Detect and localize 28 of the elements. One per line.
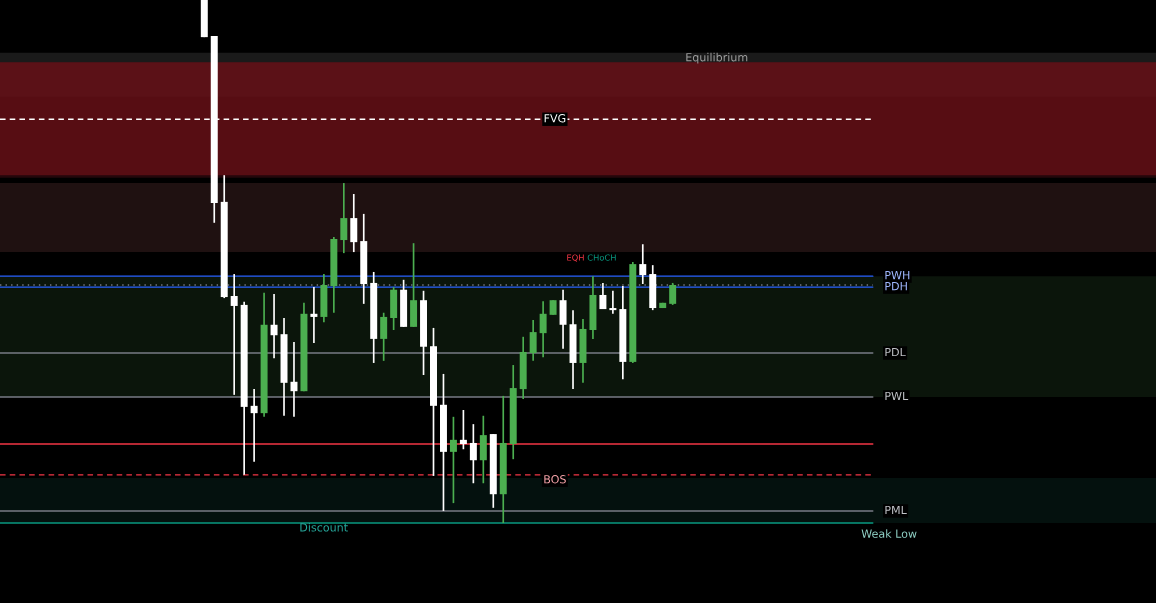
candlestick xyxy=(469,423,477,485)
candlestick xyxy=(449,415,457,504)
ref-line-label: PWH xyxy=(885,271,910,280)
candlestick xyxy=(669,282,677,306)
annotation: CHoCH xyxy=(587,254,616,261)
candlestick xyxy=(609,289,617,315)
candlestick xyxy=(529,319,537,362)
candlestick xyxy=(340,182,348,254)
ref-line-label: PDL xyxy=(885,347,906,357)
candlestick xyxy=(639,243,647,285)
candlestick xyxy=(230,273,238,396)
band-label: Discount xyxy=(300,522,348,532)
candlestick xyxy=(459,409,467,451)
candlestick xyxy=(599,282,607,310)
ref-line-label: Weak Low xyxy=(861,529,917,538)
band-label: Equilibrium xyxy=(686,52,748,64)
candlestick xyxy=(310,286,318,344)
candlestick xyxy=(250,388,258,463)
candlestick xyxy=(290,341,298,418)
ref-line-label: PWL xyxy=(885,391,909,401)
ref-line-label: FVG xyxy=(544,114,566,123)
annotation: EQH xyxy=(567,254,584,262)
candlestick xyxy=(380,311,388,362)
candlestick xyxy=(539,300,547,359)
candlestick xyxy=(270,293,278,360)
ref-line-label: BOS xyxy=(544,475,566,484)
ref-line-label: PML xyxy=(885,505,907,515)
ref-line-label: PDH xyxy=(885,282,907,291)
